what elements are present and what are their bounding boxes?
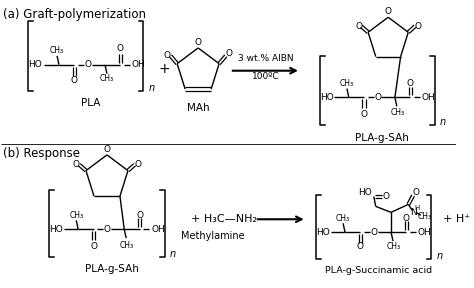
Text: HO: HO: [316, 228, 329, 237]
Text: O: O: [355, 22, 362, 31]
Text: 100ºC: 100ºC: [252, 72, 279, 81]
Text: CH₃: CH₃: [391, 108, 405, 117]
Text: O: O: [403, 214, 410, 223]
Text: O: O: [84, 60, 91, 69]
Text: O: O: [163, 51, 170, 60]
Text: n: n: [440, 117, 446, 127]
Text: OH: OH: [132, 60, 146, 69]
Text: O: O: [103, 145, 110, 154]
Text: 3 wt.% AIBN: 3 wt.% AIBN: [237, 54, 293, 63]
Text: n: n: [148, 83, 155, 92]
Text: O: O: [195, 38, 201, 47]
Text: CH₃: CH₃: [340, 79, 354, 88]
Text: O: O: [370, 228, 377, 237]
Text: PLA-g-SAh: PLA-g-SAh: [356, 133, 410, 143]
Text: HO: HO: [28, 60, 42, 69]
Text: + H₃C—NH₂: + H₃C—NH₂: [191, 214, 257, 224]
Text: N: N: [410, 208, 417, 217]
Text: OH: OH: [418, 228, 432, 237]
Text: O: O: [407, 79, 414, 88]
Text: PLA-g-Succinamic acid: PLA-g-Succinamic acid: [325, 266, 432, 275]
Text: O: O: [136, 211, 143, 220]
Text: O: O: [374, 93, 381, 102]
Text: OH: OH: [151, 225, 165, 234]
Text: O: O: [103, 225, 110, 234]
Text: CH₃: CH₃: [387, 242, 401, 251]
Text: CH₃: CH₃: [100, 74, 114, 83]
Text: O: O: [73, 160, 80, 169]
Text: n: n: [169, 249, 175, 259]
Text: O: O: [357, 242, 364, 251]
Text: HO: HO: [49, 225, 63, 234]
Text: PLA-g-SAh: PLA-g-SAh: [85, 264, 139, 274]
Text: + H⁺: + H⁺: [443, 214, 470, 224]
Text: O: O: [414, 22, 421, 31]
Text: O: O: [361, 110, 368, 119]
Text: O: O: [134, 160, 141, 169]
Text: CH₃: CH₃: [120, 240, 134, 249]
Text: CH₃: CH₃: [418, 212, 432, 221]
Text: CH₃: CH₃: [69, 211, 83, 220]
Text: MAh: MAh: [187, 103, 210, 113]
Text: CH₃: CH₃: [336, 214, 350, 223]
Text: +: +: [159, 62, 170, 76]
Text: O: O: [412, 188, 419, 197]
Text: n: n: [436, 251, 442, 261]
Text: O: O: [383, 192, 390, 201]
Text: O: O: [226, 49, 232, 58]
Text: Methylamine: Methylamine: [181, 231, 245, 241]
Text: O: O: [71, 76, 78, 85]
Text: CH₃: CH₃: [50, 46, 64, 55]
Text: O: O: [90, 242, 97, 251]
Text: OH: OH: [422, 93, 436, 102]
Text: H: H: [414, 205, 419, 211]
Text: O: O: [117, 44, 124, 54]
Text: (b) Response: (b) Response: [3, 147, 80, 160]
Text: PLA: PLA: [81, 98, 100, 108]
Text: (a) Graft-polymerization: (a) Graft-polymerization: [3, 8, 146, 21]
Text: HO: HO: [358, 188, 372, 197]
Text: O: O: [385, 7, 392, 16]
Text: HO: HO: [320, 93, 334, 102]
